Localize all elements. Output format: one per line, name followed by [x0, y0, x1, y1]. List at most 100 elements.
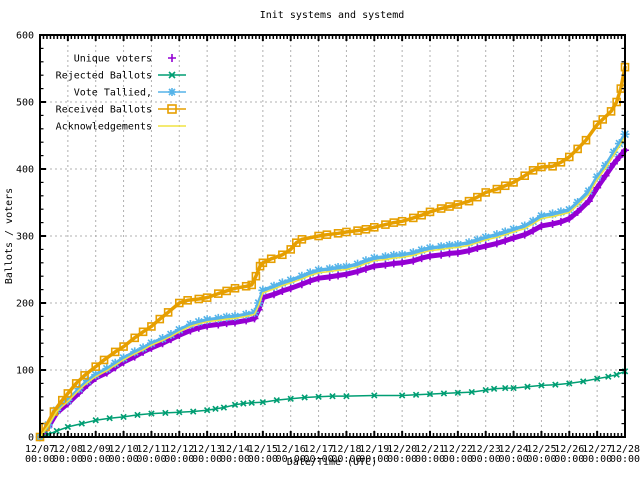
marker-plus	[417, 254, 426, 263]
y-tick-label: 600	[16, 31, 34, 42]
x-tick-label-time: 00:00	[81, 454, 111, 465]
legend-entry-vote-tallied: Vote Tallied,	[74, 88, 186, 99]
marker-square	[80, 371, 89, 380]
marker-square	[425, 207, 435, 217]
marker-square	[500, 181, 510, 191]
marker-plus	[501, 236, 510, 245]
x-tick-label-date: 12/11	[136, 444, 166, 455]
x-tick-label-time: 00:00	[164, 454, 194, 465]
marker-cross	[482, 386, 489, 394]
x-tick-label-date: 12/20	[387, 444, 417, 455]
marker-square	[63, 389, 73, 398]
marker-plus	[437, 250, 446, 259]
marker-square	[592, 120, 602, 130]
marker-asterisk	[168, 88, 176, 96]
marker-square	[581, 135, 591, 145]
marker-cross	[134, 411, 141, 419]
marker-cross	[92, 417, 99, 424]
marker-plus	[334, 271, 343, 280]
x-tick-label-date: 12/19	[359, 444, 389, 455]
marker-plus	[565, 214, 574, 223]
marker-square	[194, 294, 204, 304]
marker-square	[408, 213, 418, 223]
marker-asterisk	[408, 248, 418, 258]
x-tick-label-time: 00:00	[220, 454, 250, 465]
y-tick-label: 300	[16, 232, 34, 243]
marker-cross	[106, 415, 113, 422]
marker-plus	[353, 267, 362, 276]
marker-square	[464, 196, 474, 206]
y-tick-label: 200	[16, 299, 34, 310]
marker-cross	[605, 373, 612, 380]
marker-plus	[548, 219, 557, 228]
marker-asterisk	[250, 307, 259, 317]
y-tick-label: 100	[16, 366, 34, 377]
marker-asterisk	[369, 253, 379, 263]
x-tick-label-date: 12/24	[499, 444, 529, 455]
marker-square	[222, 286, 231, 296]
marker-plus	[270, 290, 278, 299]
marker-asterisk	[556, 207, 566, 217]
marker-plus	[465, 246, 473, 255]
x-tick-label-time: 00:00	[387, 454, 417, 465]
marker-square	[99, 355, 109, 365]
marker-plus	[398, 258, 407, 267]
marker-square	[564, 152, 574, 162]
marker-cross	[231, 401, 239, 409]
x-tick-label-time: 00:00	[331, 454, 361, 465]
marker-plus	[615, 152, 624, 161]
marker-plus	[529, 226, 538, 235]
marker-plus	[409, 256, 418, 265]
marker-asterisk	[258, 285, 268, 295]
marker-square	[322, 230, 332, 239]
marker-asterisk	[492, 230, 502, 240]
legend-label: Vote Tallied,	[74, 88, 152, 99]
marker-plus	[481, 242, 490, 251]
marker-square	[417, 210, 426, 220]
marker-square	[163, 308, 173, 317]
marker-asterisk	[241, 309, 251, 319]
marker-asterisk	[305, 268, 315, 278]
legend-entry-rejected-ballots: Rejected Ballots	[56, 71, 186, 82]
marker-square	[241, 281, 251, 291]
marker-square	[556, 158, 566, 167]
marker-cross	[490, 385, 498, 392]
marker-plus	[520, 230, 529, 239]
x-tick-label-time: 00:00	[415, 454, 445, 465]
marker-plus	[426, 252, 434, 261]
x-tick-label-date: 12/07	[25, 444, 55, 455]
x-tick-label-date: 12/14	[220, 444, 250, 455]
marker-asterisk	[63, 395, 73, 405]
marker-square	[230, 283, 240, 293]
marker-square	[314, 231, 323, 241]
marker-cross	[510, 384, 517, 392]
marker-plus	[609, 159, 618, 168]
marker-asterisk	[166, 329, 176, 339]
y-axis-label: Ballots / voters	[4, 188, 15, 284]
marker-square	[119, 342, 128, 351]
marker-asterisk	[601, 161, 610, 171]
marker-square	[520, 171, 530, 180]
marker-cross	[273, 396, 280, 404]
marker-square	[598, 115, 608, 124]
marker-plus	[381, 260, 390, 269]
x-tick-label-date: 12/25	[526, 444, 556, 455]
marker-square	[528, 166, 538, 175]
marker-cross	[412, 391, 420, 398]
marker-asterisk	[361, 256, 371, 266]
marker-plus	[306, 276, 315, 285]
marker-asterisk	[333, 262, 343, 272]
x-tick-label-date: 12/28	[610, 444, 640, 455]
marker-asterisk	[325, 264, 335, 274]
x-tick-label-date: 12/08	[53, 444, 83, 455]
marker-plus	[325, 272, 334, 281]
marker-plus	[278, 286, 287, 295]
marker-square	[138, 327, 148, 337]
marker-square	[445, 202, 454, 211]
marker-cross	[329, 392, 336, 400]
marker-square	[573, 144, 582, 154]
marker-asterisk	[138, 343, 148, 353]
marker-plus	[297, 280, 306, 289]
series-received-ballots	[35, 62, 630, 442]
marker-square	[110, 347, 120, 357]
